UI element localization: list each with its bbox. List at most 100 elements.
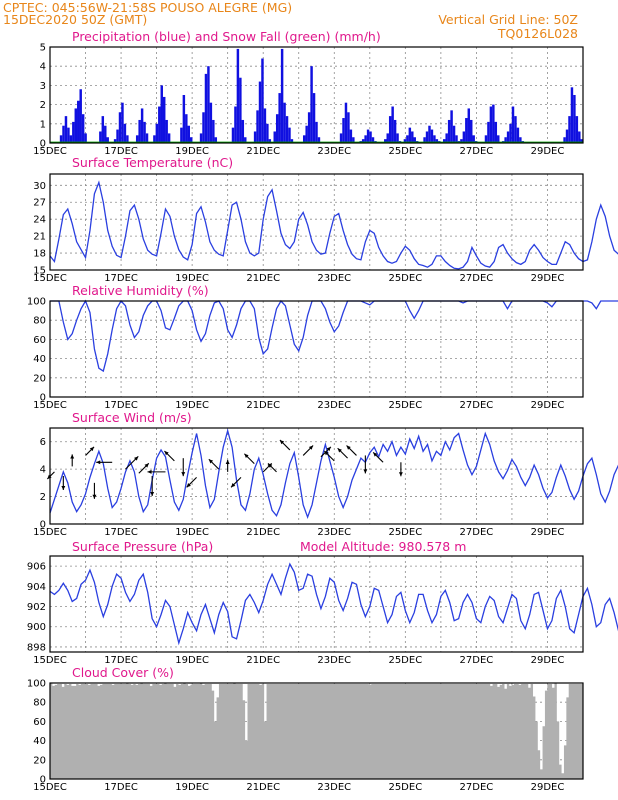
precip-bar [273,131,276,143]
wind-arrow [230,476,242,488]
wind-x-tick-label: 19DEC [175,527,209,538]
precip-bar [342,118,345,143]
temp-x-tick-label: 27DEC [460,273,494,284]
temp-line [49,180,618,270]
precip-x-tick-label: 23DEC [317,146,351,157]
rh-x-tick-label: 29DEC [531,400,565,411]
precip-y-tick-label: 3 [40,81,46,92]
precip-y-tick-label: 0 [40,139,46,150]
precip-bar [406,135,409,143]
rh-panel: 0 20 40 60 80 100 15DEC 17DEC 19DEC 21DEC 23DEC 25D… [27,297,618,411]
precip-bar [207,66,210,143]
wind-y-tick-label: 4 [40,465,46,476]
precip-bar [280,48,284,143]
precip-bar [565,129,569,143]
precip-bar [104,125,107,143]
precip-bar [182,95,186,143]
precip-bar [344,102,348,143]
wind-arrow [225,459,230,472]
temp-x-tick-label: 25DEC [388,273,422,284]
precip-bar [504,137,507,143]
precip-bar [113,139,117,143]
wind-arrow [323,450,335,462]
wind-arrow [61,476,66,490]
precip-bar [506,131,510,143]
temperature-title: Surface Temperature (nC) [72,155,233,170]
precip-bar [391,106,394,143]
temp-x-tick-label: 15DEC [33,273,67,284]
rh-y-tick-label: 60 [33,335,46,346]
wind-arrow [46,471,55,480]
precip-bar [165,119,168,143]
temp-y-tick-label: 30 [33,181,46,192]
wind-y-tick-label: 6 [40,437,46,448]
wind-arrow [302,445,314,456]
cloud-y-tick-label: 60 [33,717,46,728]
precip-bar [77,100,80,143]
precip-bar [302,135,306,143]
rh-x-tick-label: 17DEC [104,400,138,411]
cloud-y-tick-label: 40 [33,736,46,747]
wind-arrow [85,446,95,456]
precip-bar [305,125,308,143]
precip-bar [101,116,105,143]
precip-bar [64,116,68,143]
precip-bar [307,112,311,143]
precip-bar [349,129,353,143]
precip-bar [261,58,264,143]
pressure-x-tick-label: 21DEC [246,655,280,666]
precip-bar [126,135,129,143]
precip-bar [455,135,458,143]
wind-x-tick-label: 27DEC [460,527,494,538]
wind-arrow [181,458,186,477]
pressure-x-tick-label: 15DEC [33,655,67,666]
wind-x-tick-label: 23DEC [317,527,351,538]
rh-y-tick-label: 0 [40,393,46,404]
cloud-x-tick-label: 27DEC [460,782,494,793]
precip-bar [256,110,259,143]
cloud-panel: 0 20 40 60 80 100 15DEC 17DEC 19DEC 21DEC 23DEC 25D… [27,679,584,793]
precip-panel: 0 1 2 3 4 5 15DEC 17DEC 19DEC 21DEC 23DEC 25DEC 27DE… [33,43,584,157]
precip-bar [413,137,416,143]
precip-bar [67,127,70,143]
cloud-x-tick-label: 29DEC [531,782,565,793]
cloud-x-tick-label: 17DEC [104,782,138,793]
wind-x-tick-label: 29DEC [531,527,565,538]
precip-bar [180,127,183,143]
header-run-time: 15DEC2020 50Z (GMT) [3,12,147,27]
precip-bar [121,102,124,143]
temp-y-tick-label: 15 [33,266,46,277]
pressure-y-tick-label: 900 [27,622,46,633]
precip-bar [138,119,141,143]
cloud-y-tick-label: 100 [27,679,46,690]
wind-arrow [147,469,166,474]
precip-bar [99,131,102,143]
precip-bar [487,121,490,143]
precip-bar [563,137,566,143]
precip-bar [315,121,318,143]
precip-x-tick-label: 21DEC [246,146,280,157]
precip-bar [578,131,581,143]
rh-x-tick-label: 21DEC [246,400,280,411]
precip-bar [462,131,466,143]
header-grid-info: Vertical Grid Line: 50Z [438,12,578,27]
precip-bar [143,121,146,143]
precip-title: Precipitation (blue) and Snow Fall (gree… [72,29,381,44]
precip-bar [339,133,343,143]
precip-bar [494,121,498,143]
precip-bar [396,133,399,143]
cloud-x-tick-label: 15DEC [33,782,67,793]
wind-y-tick-label: 2 [40,492,46,503]
precip-bar [369,131,372,143]
wind-x-tick-label: 17DEC [104,527,138,538]
precip-bar [62,125,65,143]
wind-arrow [363,455,368,474]
precip-bar [575,116,579,143]
precip-bar [278,93,281,143]
precip-bar [79,89,82,143]
temp-y-tick-label: 18 [33,249,46,260]
temp-frame [49,173,584,271]
wind-arrow [346,445,357,456]
precip-bar [489,106,493,143]
precip-frame [49,46,584,144]
